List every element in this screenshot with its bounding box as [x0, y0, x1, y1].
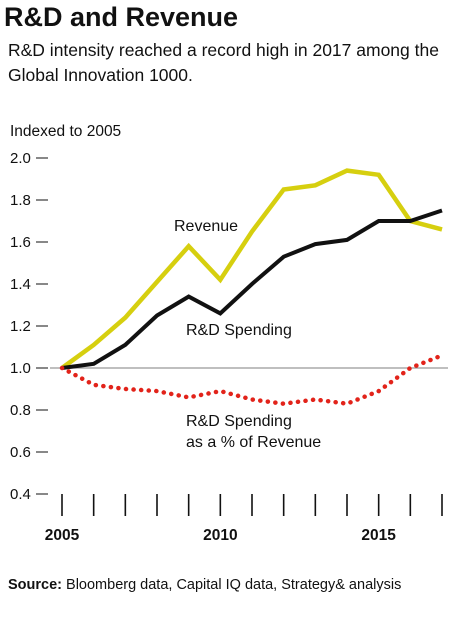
- y-tick-label: 1.8: [10, 192, 31, 209]
- revenue-line: [60, 168, 443, 370]
- chart-subtitle: R&D intensity reached a record high in 2…: [8, 40, 439, 85]
- rd-pct-revenue-line: [59, 353, 445, 407]
- source-text: Bloomberg data, Capital IQ data, Strateg…: [66, 577, 402, 593]
- rd-spending-annotation: R&D Spending: [186, 322, 292, 339]
- rd-pct-annotation-line2: as a % of Revenue: [186, 434, 321, 451]
- y-tick-label: 1.0: [10, 360, 31, 377]
- x-tick-label: 2015: [361, 527, 396, 544]
- y-tick-label: 1.4: [10, 276, 31, 293]
- rd-spending-line: [61, 208, 443, 370]
- y-axis-label: Indexed to 2005: [10, 123, 121, 140]
- source-label: Source:: [8, 577, 62, 593]
- y-tick-label: 2.0: [10, 150, 31, 167]
- y-tick-label: 0.4: [10, 486, 31, 503]
- y-tick-label: 1.6: [10, 234, 31, 251]
- chart-title: R&D and Revenue: [4, 2, 239, 32]
- rd-pct-annotation-line1: R&D Spending: [186, 413, 292, 430]
- source-note: Source: Bloomberg data, Capital IQ data,…: [8, 575, 448, 596]
- y-tick-label: 0.8: [10, 402, 31, 419]
- x-tick-label: 2010: [203, 527, 237, 544]
- y-tick-label: 1.2: [10, 318, 31, 335]
- x-tick-label: 2005: [45, 527, 80, 544]
- y-tick-label: 0.6: [10, 444, 31, 461]
- revenue-annotation: Revenue: [174, 218, 238, 235]
- line-chart: Indexed to 2005 2.0 1.8 1.6 1.4 1.2 1.0 0.8 0.6…: [10, 123, 448, 544]
